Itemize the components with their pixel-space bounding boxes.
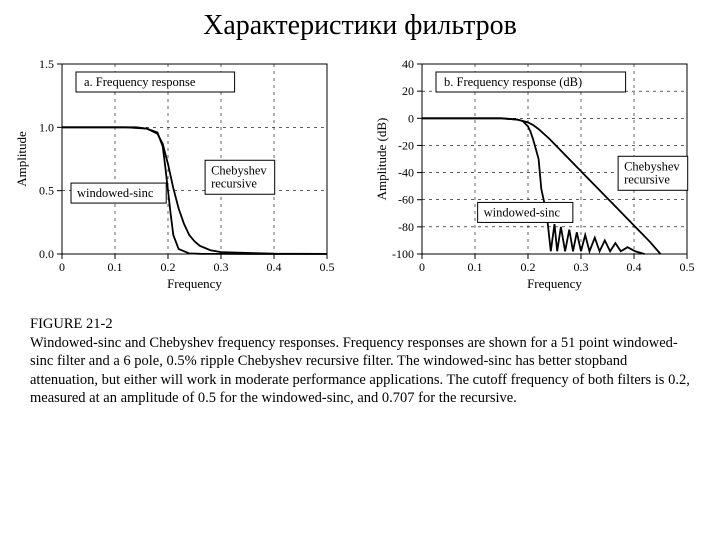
chart-a-container: 0 0.1 0.2 0.3 0.4 0.5 0.0 0.5 1.0 1.5 Frequency Amp… xyxy=(10,52,350,297)
svg-text:0: 0 xyxy=(419,260,425,274)
svg-text:Frequency: Frequency xyxy=(167,276,222,291)
svg-text:-20: -20 xyxy=(398,138,414,152)
svg-text:40: 40 xyxy=(402,57,414,71)
svg-text:recursive: recursive xyxy=(211,176,257,190)
svg-text:0: 0 xyxy=(408,111,414,125)
figure-text: Windowed-sinc and Chebyshev frequency re… xyxy=(30,335,690,407)
svg-text:0.1: 0.1 xyxy=(468,260,483,274)
svg-text:0: 0 xyxy=(59,260,65,274)
svg-text:0.5: 0.5 xyxy=(39,184,54,198)
page-title: Характеристики фильтров xyxy=(0,0,720,42)
svg-text:0.2: 0.2 xyxy=(161,260,176,274)
svg-text:0.4: 0.4 xyxy=(267,260,282,274)
svg-text:-60: -60 xyxy=(398,193,414,207)
svg-text:-100: -100 xyxy=(392,247,414,261)
svg-text:a. Frequency response: a. Frequency response xyxy=(84,75,196,89)
svg-text:Amplitude: Amplitude xyxy=(14,131,29,187)
svg-text:1.5: 1.5 xyxy=(39,57,54,71)
svg-text:Amplitude (dB): Amplitude (dB) xyxy=(374,118,389,201)
svg-text:windowed-sinc: windowed-sinc xyxy=(484,205,561,219)
chart-b-container: 0 0.1 0.2 0.3 0.4 0.5 -100 -80 -60 -40 -20 0 20 40 Fre… xyxy=(370,52,710,297)
svg-text:0.2: 0.2 xyxy=(521,260,536,274)
svg-text:Chebyshev: Chebyshev xyxy=(211,163,267,177)
svg-text:recursive: recursive xyxy=(624,172,670,186)
svg-text:0.0: 0.0 xyxy=(39,247,54,261)
svg-text:0.5: 0.5 xyxy=(680,260,695,274)
chart-a: 0 0.1 0.2 0.3 0.4 0.5 0.0 0.5 1.0 1.5 Frequency Amp… xyxy=(10,52,350,297)
figure-caption: FIGURE 21-2 Windowed-sinc and Chebyshev … xyxy=(30,315,690,408)
charts-row: 0 0.1 0.2 0.3 0.4 0.5 0.0 0.5 1.0 1.5 Frequency Amp… xyxy=(0,52,720,297)
svg-text:1.0: 1.0 xyxy=(39,120,54,134)
svg-text:Chebyshev: Chebyshev xyxy=(624,159,680,173)
figure-number: FIGURE 21-2 xyxy=(30,315,690,334)
svg-text:Frequency: Frequency xyxy=(527,276,582,291)
svg-text:0.3: 0.3 xyxy=(574,260,589,274)
chart-b: 0 0.1 0.2 0.3 0.4 0.5 -100 -80 -60 -40 -20 0 20 40 Fre… xyxy=(370,52,710,297)
svg-text:0.1: 0.1 xyxy=(108,260,123,274)
svg-text:20: 20 xyxy=(402,84,414,98)
svg-text:0.4: 0.4 xyxy=(627,260,642,274)
svg-text:0.5: 0.5 xyxy=(320,260,335,274)
svg-text:b. Frequency response (dB): b. Frequency response (dB) xyxy=(444,75,582,89)
page-root: { "title": "Характеристики фильтров", "c… xyxy=(0,0,720,540)
svg-text:0.3: 0.3 xyxy=(214,260,229,274)
svg-text:-80: -80 xyxy=(398,220,414,234)
svg-text:-40: -40 xyxy=(398,166,414,180)
svg-text:windowed-sinc: windowed-sinc xyxy=(77,186,154,200)
